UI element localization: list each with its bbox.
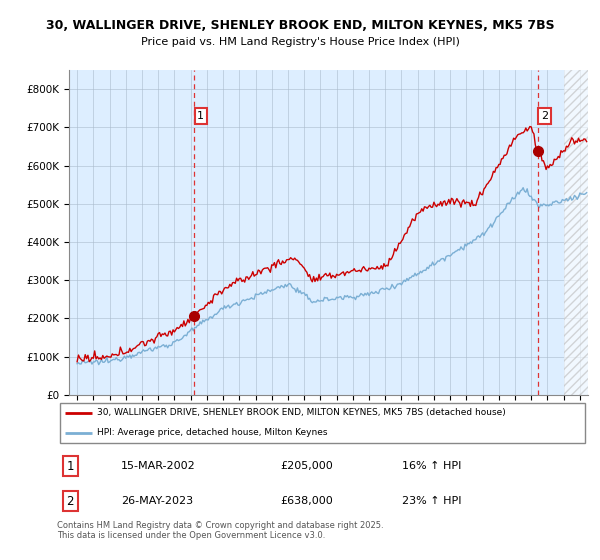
Text: £638,000: £638,000 xyxy=(280,496,333,506)
Text: 2: 2 xyxy=(541,111,548,121)
Text: £205,000: £205,000 xyxy=(280,461,333,471)
Text: 23% ↑ HPI: 23% ↑ HPI xyxy=(402,496,461,506)
Text: Price paid vs. HM Land Registry's House Price Index (HPI): Price paid vs. HM Land Registry's House … xyxy=(140,37,460,47)
Text: 1: 1 xyxy=(197,111,204,121)
Text: 16% ↑ HPI: 16% ↑ HPI xyxy=(402,461,461,471)
Text: 30, WALLINGER DRIVE, SHENLEY BROOK END, MILTON KEYNES, MK5 7BS (detached house): 30, WALLINGER DRIVE, SHENLEY BROOK END, … xyxy=(97,408,506,417)
Text: 1: 1 xyxy=(67,460,74,473)
Text: HPI: Average price, detached house, Milton Keynes: HPI: Average price, detached house, Milt… xyxy=(97,428,328,437)
FancyBboxPatch shape xyxy=(59,403,586,443)
Text: Contains HM Land Registry data © Crown copyright and database right 2025.
This d: Contains HM Land Registry data © Crown c… xyxy=(57,521,383,540)
Text: 26-MAY-2023: 26-MAY-2023 xyxy=(121,496,193,506)
Text: 2: 2 xyxy=(67,494,74,508)
Text: 30, WALLINGER DRIVE, SHENLEY BROOK END, MILTON KEYNES, MK5 7BS: 30, WALLINGER DRIVE, SHENLEY BROOK END, … xyxy=(46,18,554,32)
Text: 15-MAR-2002: 15-MAR-2002 xyxy=(121,461,196,471)
Bar xyxy=(563,70,588,395)
